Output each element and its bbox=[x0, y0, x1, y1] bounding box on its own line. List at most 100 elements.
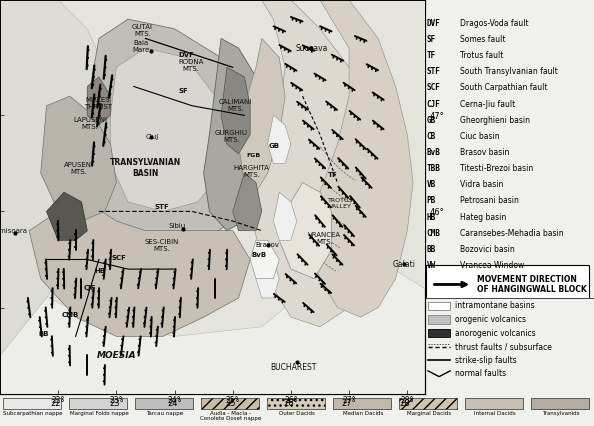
Polygon shape bbox=[204, 38, 262, 230]
Text: Baia
Mare: Baia Mare bbox=[132, 40, 150, 53]
Bar bbox=[428, 302, 450, 310]
Polygon shape bbox=[268, 115, 291, 164]
Bar bbox=[267, 398, 325, 409]
Polygon shape bbox=[273, 192, 297, 240]
Text: Transylvanids: Transylvanids bbox=[542, 411, 580, 416]
Text: Marginal Dacids: Marginal Dacids bbox=[407, 411, 451, 416]
Text: Caransebes-Mehadia basin: Caransebes-Mehadia basin bbox=[460, 229, 564, 238]
Text: FGB: FGB bbox=[246, 153, 260, 158]
Bar bbox=[333, 398, 391, 409]
Text: SCF: SCF bbox=[426, 83, 440, 92]
Text: HARGHITA
MTS.: HARGHITA MTS. bbox=[233, 164, 269, 178]
Polygon shape bbox=[29, 202, 250, 337]
Polygon shape bbox=[239, 38, 285, 192]
Text: MOVEMENT DIRECTION
OF HANGINGWALL BLOCK: MOVEMENT DIRECTION OF HANGINGWALL BLOCK bbox=[477, 275, 587, 294]
Text: VW: VW bbox=[426, 261, 435, 270]
Text: TROTUS
VALLEY: TROTUS VALLEY bbox=[328, 199, 353, 209]
Text: BB: BB bbox=[426, 245, 435, 254]
Text: ORIENTATION OF
MEAN FAULT STRIATIONS: ORIENTATION OF MEAN FAULT STRIATIONS bbox=[16, 90, 110, 109]
Text: CMB: CMB bbox=[61, 312, 78, 318]
Polygon shape bbox=[110, 48, 227, 211]
Text: Galati: Galati bbox=[393, 260, 416, 269]
Text: Brasov basin: Brasov basin bbox=[460, 148, 510, 157]
Polygon shape bbox=[256, 250, 279, 298]
Bar bbox=[135, 398, 193, 409]
Polygon shape bbox=[87, 19, 256, 250]
Text: MOESIA: MOESIA bbox=[97, 351, 136, 360]
Text: Subcarpathian nappe: Subcarpathian nappe bbox=[3, 411, 63, 416]
Text: South Transylvanian fault: South Transylvanian fault bbox=[460, 67, 558, 76]
Text: Gheorghieni basin: Gheorghieni basin bbox=[460, 116, 530, 125]
Bar bbox=[426, 265, 589, 304]
Text: SF: SF bbox=[426, 35, 435, 44]
Text: TF: TF bbox=[426, 51, 435, 60]
Bar bbox=[428, 315, 450, 324]
Polygon shape bbox=[0, 259, 425, 394]
Polygon shape bbox=[0, 0, 110, 394]
Text: Trotus fault: Trotus fault bbox=[460, 51, 504, 60]
Text: HB: HB bbox=[94, 268, 106, 274]
Text: Vrancea Window: Vrancea Window bbox=[460, 261, 525, 270]
Text: Outer Dacids: Outer Dacids bbox=[279, 411, 315, 416]
Text: 25°: 25° bbox=[226, 396, 239, 405]
Text: BUCHAREST: BUCHAREST bbox=[271, 363, 317, 371]
Bar bbox=[201, 398, 259, 409]
Text: Internal Dacids: Internal Dacids bbox=[474, 411, 516, 416]
Text: 26°: 26° bbox=[284, 396, 298, 405]
Text: orogenic volcanics: orogenic volcanics bbox=[455, 315, 526, 324]
Text: Titesti-Brezoi basin: Titesti-Brezoi basin bbox=[460, 164, 533, 173]
Bar bbox=[465, 398, 523, 409]
Text: normal faults: normal faults bbox=[455, 369, 506, 378]
Text: Bozovici basin: Bozovici basin bbox=[460, 245, 515, 254]
Text: 24°: 24° bbox=[168, 396, 181, 405]
Text: TF: TF bbox=[328, 172, 337, 178]
Text: Suceava: Suceava bbox=[295, 43, 327, 52]
Text: Dragos-Voda fault: Dragos-Voda fault bbox=[460, 19, 529, 28]
Text: Sibiu: Sibiu bbox=[169, 223, 186, 229]
Text: intramontane basins: intramontane basins bbox=[455, 301, 535, 311]
Text: GURGHIU
MTS.: GURGHIU MTS. bbox=[215, 130, 248, 143]
Bar bbox=[69, 398, 127, 409]
Text: Cerna-Jiu fault: Cerna-Jiu fault bbox=[460, 100, 516, 109]
Polygon shape bbox=[67, 55, 99, 74]
Polygon shape bbox=[41, 96, 116, 221]
Text: Marginal Folds nappe: Marginal Folds nappe bbox=[69, 411, 128, 416]
Text: DVF: DVF bbox=[426, 19, 440, 28]
Text: PB: PB bbox=[426, 196, 435, 205]
Text: SES-CIBIN
MTS.: SES-CIBIN MTS. bbox=[144, 239, 179, 252]
Text: APUSENI
MTS.: APUSENI MTS. bbox=[64, 162, 93, 175]
Text: thrust faults / subsurface: thrust faults / subsurface bbox=[455, 342, 552, 351]
Text: CJF: CJF bbox=[84, 285, 96, 291]
Text: Brasov: Brasov bbox=[255, 242, 280, 248]
Text: STF: STF bbox=[154, 204, 169, 210]
Text: SCF: SCF bbox=[112, 255, 127, 261]
Text: anorogenic volcanics: anorogenic volcanics bbox=[455, 328, 536, 337]
Text: Somes fault: Somes fault bbox=[460, 35, 505, 44]
Text: Middle Miocene to Pliocene: Middle Miocene to Pliocene bbox=[0, 23, 139, 33]
Text: Audia - Macla -
Conolete Doset nappe: Audia - Macla - Conolete Doset nappe bbox=[200, 411, 261, 421]
Polygon shape bbox=[87, 77, 110, 125]
Polygon shape bbox=[46, 192, 87, 240]
Polygon shape bbox=[24, 46, 102, 76]
Text: HB: HB bbox=[426, 213, 435, 222]
Text: LAPUSENI
MTS.: LAPUSENI MTS. bbox=[73, 117, 107, 130]
Polygon shape bbox=[279, 183, 331, 279]
Text: 22°: 22° bbox=[52, 396, 65, 405]
Text: BvB: BvB bbox=[426, 148, 440, 157]
Text: CALIMANI
MTS.: CALIMANI MTS. bbox=[219, 99, 252, 112]
Text: TRANSYLVANIAN
BASIN: TRANSYLVANIAN BASIN bbox=[110, 158, 181, 178]
Bar bbox=[531, 398, 589, 409]
Text: Cluj: Cluj bbox=[146, 135, 159, 141]
Text: Tarcau nappe: Tarcau nappe bbox=[147, 411, 184, 416]
Text: South Carpathian fault: South Carpathian fault bbox=[460, 83, 548, 92]
Text: Petrosani basin: Petrosani basin bbox=[460, 196, 519, 205]
Bar bbox=[3, 398, 61, 409]
Text: BB: BB bbox=[39, 331, 49, 337]
Bar bbox=[399, 398, 457, 409]
Text: CB: CB bbox=[426, 132, 435, 141]
Text: Ciuc basin: Ciuc basin bbox=[460, 132, 500, 141]
Bar bbox=[428, 329, 450, 337]
Polygon shape bbox=[233, 173, 262, 230]
Polygon shape bbox=[308, 0, 413, 317]
Text: DVF: DVF bbox=[178, 52, 194, 58]
